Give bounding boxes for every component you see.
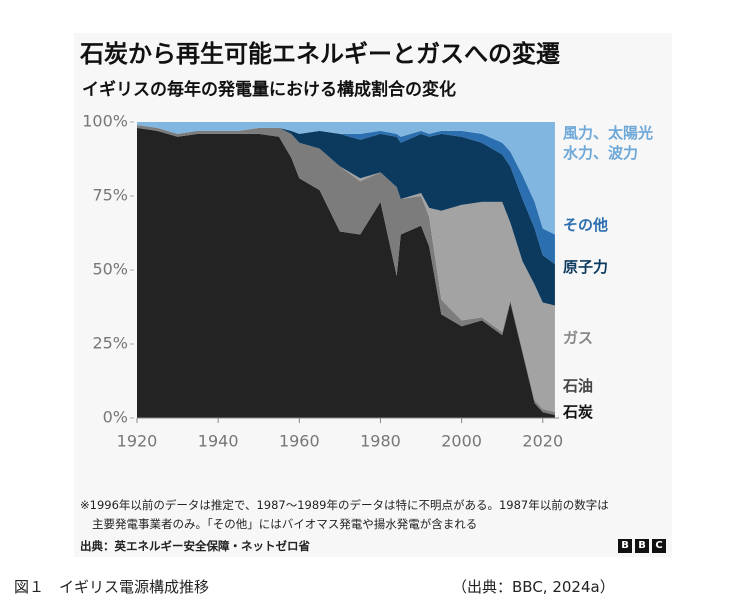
x-tick-label: 1960	[279, 432, 320, 451]
footnote: 主要発電事業者のみ。「その他」にはバイオマス発電や揚水発電が含まれる	[92, 517, 478, 531]
footnote: ※1996年以前のデータは推定で、1987～1989年のデータは特に不明点がある…	[80, 498, 609, 512]
y-tick-label: 0%	[103, 408, 128, 427]
area	[137, 124, 555, 306]
logo-letter: B	[635, 539, 649, 553]
area	[137, 122, 555, 235]
chart-title: 石炭から再生可能エネルギーとガスへの変遷	[79, 40, 560, 68]
logo-letter: B	[618, 539, 632, 553]
x-tick-label: 2000	[441, 432, 482, 451]
source: 出典：英エネルギー安全保障・ネットゼロ省	[80, 539, 310, 553]
legend-label: 風力、太陽光 水力、波力	[563, 124, 654, 162]
chart-subtitle: イギリスの毎年の発電量における構成割合の変化	[82, 79, 456, 100]
area	[137, 127, 555, 419]
x-tick-label: 1980	[360, 432, 401, 451]
x-tick-label: 1920	[117, 432, 158, 451]
legend-label: 石油	[563, 377, 594, 395]
caption: 図１ イギリス電源構成推移	[14, 578, 210, 596]
caption-source: （出典：BBC, 2024a）	[452, 578, 615, 596]
logo-letter: C	[652, 539, 666, 553]
area	[137, 124, 555, 413]
area	[137, 124, 555, 416]
legend-label: 石炭	[563, 403, 594, 421]
y-tick-label: 25%	[92, 334, 128, 353]
y-tick-label: 75%	[92, 186, 128, 205]
y-tick-label: 50%	[92, 260, 128, 279]
x-tick-label: 1940	[198, 432, 239, 451]
x-tick-label: 2020	[522, 432, 563, 451]
y-tick-label: 100%	[82, 112, 128, 131]
legend-label: その他	[563, 216, 609, 234]
legend-label: 原子力	[563, 258, 609, 276]
legend-label: ガス	[563, 329, 594, 347]
